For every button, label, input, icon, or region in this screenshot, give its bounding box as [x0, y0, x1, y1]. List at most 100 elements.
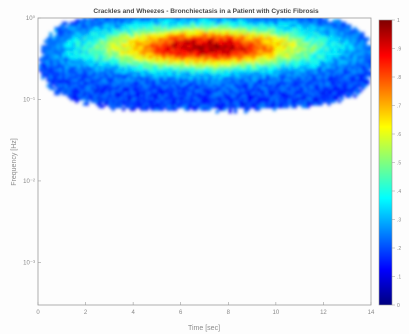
heat-cell — [223, 50, 227, 54]
heat-cell — [116, 63, 120, 67]
heat-cell — [270, 34, 274, 38]
heat-cell — [153, 99, 157, 103]
heat-cell — [181, 60, 185, 64]
heat-cell — [166, 79, 170, 83]
heat-cell — [215, 18, 219, 20]
heat-cell — [181, 29, 185, 33]
heat-cell — [241, 99, 245, 103]
heat-cell — [114, 66, 118, 70]
heat-cell — [218, 60, 222, 64]
heat-cell — [241, 81, 245, 85]
heat-cell — [184, 86, 188, 90]
heat-cell — [124, 99, 128, 103]
heat-cell — [304, 97, 308, 101]
heat-cell — [129, 92, 133, 96]
heat-cell — [322, 58, 326, 62]
heat-cell — [127, 89, 131, 93]
heat-cell — [129, 58, 133, 62]
heat-cell — [197, 34, 201, 38]
heat-cell — [259, 40, 263, 44]
heat-cell — [59, 89, 63, 93]
heat-cell — [366, 45, 370, 49]
heat-cell — [317, 55, 321, 59]
heat-cell — [109, 42, 113, 46]
heat-cell — [324, 29, 328, 33]
heat-cell — [254, 42, 258, 46]
chart-title: Crackles and Wheezes - Bronchiectasis in… — [93, 8, 319, 15]
heat-cell — [306, 99, 310, 103]
heat-cell — [187, 42, 191, 46]
heat-cell — [174, 32, 178, 36]
heat-cell — [90, 71, 94, 75]
heat-cell — [319, 53, 323, 57]
heat-cell — [127, 19, 131, 23]
heat-cell — [348, 53, 352, 57]
heat-cell — [109, 40, 113, 44]
heat-cell — [213, 27, 217, 31]
heat-cell — [332, 79, 336, 83]
heat-cell — [168, 29, 172, 33]
heat-cell — [189, 79, 193, 83]
heat-cell — [215, 45, 219, 49]
heat-cell — [181, 42, 185, 46]
heat-cell — [304, 86, 308, 90]
heat-cell — [109, 89, 113, 93]
heat-cell — [215, 60, 219, 64]
heat-cell — [114, 102, 118, 106]
heat-cell — [259, 99, 263, 103]
heat-cell — [205, 81, 209, 85]
heat-cell — [363, 76, 367, 80]
heat-cell — [285, 73, 289, 77]
heat-cell — [252, 21, 256, 25]
heat-cell — [280, 76, 284, 80]
heat-cell — [306, 94, 310, 98]
heat-cell — [119, 60, 123, 64]
heat-cell — [158, 94, 162, 98]
heat-cell — [103, 84, 107, 88]
heat-cell — [246, 32, 250, 36]
heat-cell — [330, 66, 334, 70]
heat-cell — [233, 94, 237, 98]
heat-cell — [54, 66, 58, 70]
heat-cell — [148, 53, 152, 57]
heat-cell — [54, 76, 58, 80]
heat-cell — [179, 60, 183, 64]
heat-cell — [330, 27, 334, 31]
heat-cell — [207, 84, 211, 88]
heat-cell — [93, 97, 97, 101]
heat-cell — [272, 66, 276, 70]
heat-cell — [114, 71, 118, 75]
heat-cell — [75, 76, 79, 80]
heat-cell — [70, 76, 74, 80]
heat-cell — [210, 34, 214, 38]
heat-cell — [233, 63, 237, 67]
heat-cell — [241, 45, 245, 49]
heat-cell — [64, 68, 68, 72]
heat-cell — [140, 34, 144, 38]
heat-cell — [272, 37, 276, 41]
heat-cell — [205, 27, 209, 31]
heat-cell — [103, 40, 107, 44]
heat-cell — [90, 89, 94, 93]
heat-cell — [124, 92, 128, 96]
heat-cell — [184, 94, 188, 98]
heat-cell — [259, 29, 263, 33]
heat-cell — [85, 92, 89, 96]
heat-cell — [150, 29, 154, 33]
heat-cell — [189, 60, 193, 64]
heat-cell — [278, 29, 282, 33]
heat-cell — [330, 97, 334, 101]
heat-cell — [98, 24, 102, 28]
heat-cell — [153, 73, 157, 77]
heat-cell — [275, 19, 279, 23]
heat-cell — [189, 55, 193, 59]
heat-cell — [265, 55, 269, 59]
heat-cell — [231, 50, 235, 54]
heat-cell — [57, 86, 61, 90]
heat-cell — [158, 60, 162, 64]
heat-cell — [220, 76, 224, 80]
heat-cell — [244, 81, 248, 85]
heat-cell — [135, 58, 139, 62]
heat-cell — [161, 63, 165, 67]
heat-cell — [348, 73, 352, 77]
